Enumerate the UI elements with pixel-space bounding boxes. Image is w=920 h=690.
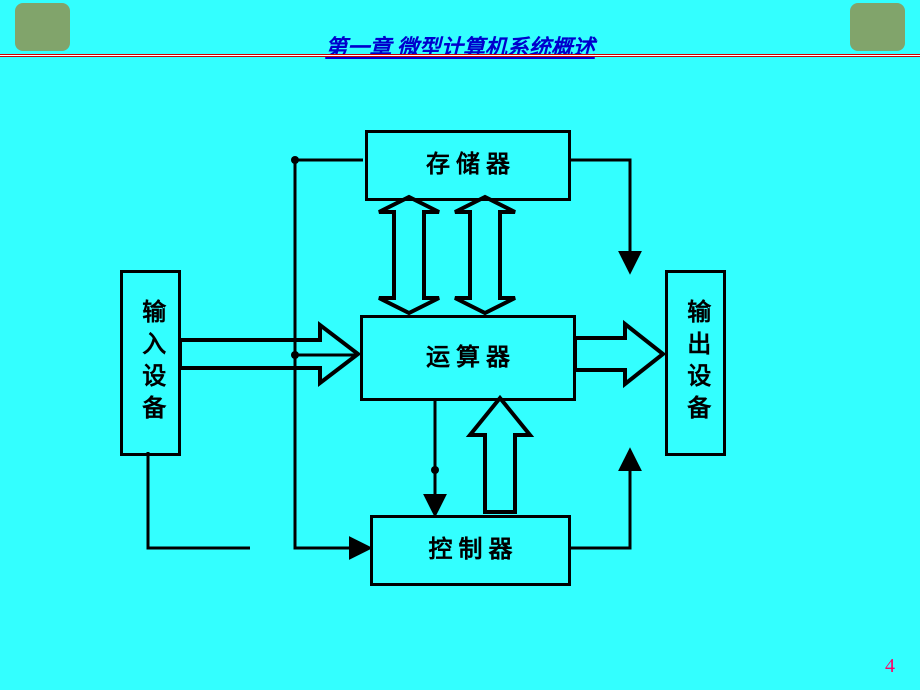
arrow-storage-alu [379, 197, 515, 313]
node-alu-label: 运 算 器 [426, 339, 510, 377]
page-number: 4 [885, 655, 895, 678]
arrow-controller-alu [470, 398, 530, 512]
node-input: 输入设备 [120, 270, 181, 456]
node-storage: 存 储 器 [365, 130, 571, 201]
node-input-label: 输入设备 [131, 299, 169, 427]
node-output: 输出设备 [665, 270, 726, 456]
chapter-title: 第一章 微型计算机系统概述 [0, 30, 920, 62]
arrow-input-to-alu [180, 325, 358, 383]
node-controller-label: 控 制 器 [429, 531, 513, 569]
node-alu: 运 算 器 [360, 315, 576, 401]
node-storage-label: 存 储 器 [426, 146, 510, 184]
computer-architecture-diagram: 存 储 器 运 算 器 控 制 器 输入设备 输出设备 [100, 100, 820, 620]
arrow-alu-to-output [575, 324, 663, 384]
node-controller: 控 制 器 [370, 515, 571, 586]
node-output-label: 输出设备 [676, 299, 714, 427]
header-rule [0, 54, 920, 57]
